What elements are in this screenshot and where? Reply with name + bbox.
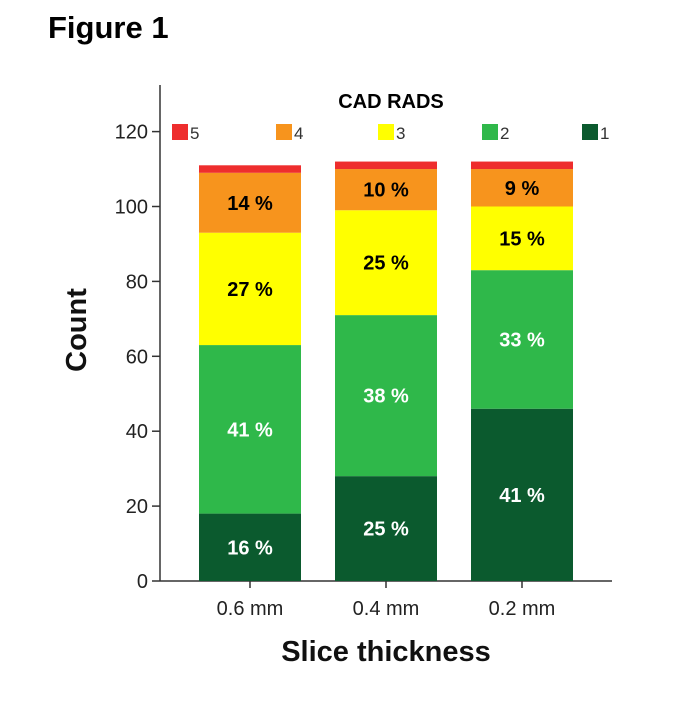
legend-label: 3: [396, 124, 405, 143]
legend-label: 1: [600, 124, 609, 143]
y-tick-label: 60: [126, 346, 148, 368]
y-tick-label: 0: [137, 571, 148, 593]
data-label: 9 %: [505, 178, 540, 200]
y-tick-label: 100: [115, 197, 148, 219]
axes: 0 20 40 60 80 100 120 0.6 mm 0.4 mm 0.2 mm: [115, 85, 612, 620]
bar-segment: [335, 161, 437, 170]
x-axis-title: Slice thickness: [281, 636, 491, 668]
bar-segment: [335, 476, 437, 581]
data-label: 33 %: [499, 329, 545, 351]
bar-segment: [471, 270, 573, 409]
x-tick-label: 0.4 mm: [353, 598, 420, 620]
bar-segment: [471, 161, 573, 170]
y-tick-label: 120: [115, 122, 148, 144]
bar-segment: [199, 165, 301, 173]
data-label: 16 %: [227, 537, 273, 559]
data-label: 41 %: [499, 485, 545, 507]
bar-segment: [199, 232, 301, 346]
bar-segment: [335, 210, 437, 316]
bar-segment: [199, 345, 301, 514]
data-label: 10 %: [363, 180, 409, 202]
x-tick-label: 0.6 mm: [217, 598, 284, 620]
figure-title: Figure 1: [48, 10, 169, 45]
bar-segment: [199, 513, 301, 581]
data-label: 38 %: [363, 386, 409, 408]
bar-segment: [471, 206, 573, 271]
legend-swatch: [582, 124, 598, 140]
data-label: 15 %: [499, 228, 545, 250]
legend: CAD RADS 5 4 3 2 1: [172, 91, 609, 143]
data-label: 14 %: [227, 193, 273, 215]
bar-segment: [471, 169, 573, 207]
bar-segment: [335, 315, 437, 477]
y-tick-label: 20: [126, 496, 148, 518]
legend-swatch: [172, 124, 188, 140]
legend-swatch: [378, 124, 394, 140]
x-tick-label: 0.2 mm: [489, 598, 556, 620]
legend-label: 5: [190, 124, 199, 143]
y-tick-label: 40: [126, 421, 148, 443]
bar-segment: [335, 169, 437, 211]
y-axis-title: Count: [61, 288, 93, 372]
y-tick-label: 80: [126, 271, 148, 293]
data-label: 25 %: [363, 253, 409, 275]
bars: 16 % 41 % 27 % 14 % 25 % 38 % 25 % 10 % 41 % 33 %…: [199, 161, 573, 581]
legend-swatch: [482, 124, 498, 140]
legend-swatch: [276, 124, 292, 140]
bar-segment: [199, 172, 301, 233]
bar-segment: [471, 408, 573, 581]
data-label: 25 %: [363, 519, 409, 541]
legend-label: 2: [500, 124, 509, 143]
data-label: 27 %: [227, 279, 273, 301]
legend-title: CAD RADS: [338, 91, 444, 113]
legend-label: 4: [294, 124, 303, 143]
data-label: 41 %: [227, 419, 273, 441]
